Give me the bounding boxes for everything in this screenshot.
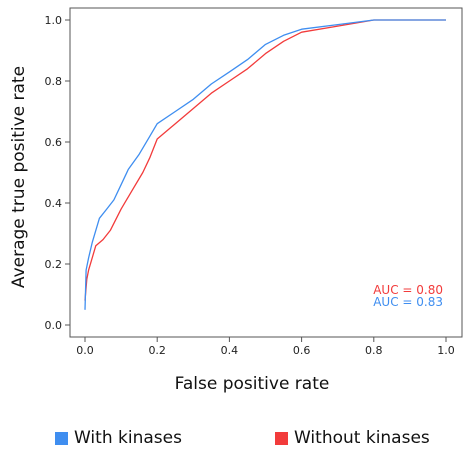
y-tick-label: 1.0 xyxy=(45,14,63,27)
y-tick-label: 0.2 xyxy=(45,258,63,271)
x-tick-label: 0.8 xyxy=(365,344,383,357)
x-tick-label: 1.0 xyxy=(437,344,455,357)
legend-label-without-kinases: Without kinases xyxy=(294,428,430,448)
legend-item-without-kinases: Without kinases xyxy=(275,428,430,448)
legend-swatch-without-kinases xyxy=(275,431,288,445)
y-tick-label: 0.6 xyxy=(45,136,63,149)
legend: With kinases Without kinases xyxy=(0,428,474,450)
auc-label-with-kinases: AUC = 0.83 xyxy=(373,295,443,309)
x-tick-label: 0.4 xyxy=(221,344,239,357)
x-axis-label: False positive rate xyxy=(175,374,330,394)
roc-chart: 0.0 0.2 0.4 0.6 0.8 1.0 0.0 0.2 0.4 0.6 0.8 1.0 Fal… xyxy=(9,7,463,394)
x-tick-label: 0.0 xyxy=(76,344,94,357)
roc-line-without-kinases xyxy=(84,19,446,301)
y-axis-label: Average true positive rate xyxy=(9,66,29,288)
legend-item-with-kinases: With kinases xyxy=(55,428,182,448)
x-tick-label: 0.6 xyxy=(293,344,311,357)
auc-label-without-kinases: AUC = 0.80 xyxy=(373,283,443,297)
legend-label-with-kinases: With kinases xyxy=(74,428,182,448)
y-tick-label: 0.4 xyxy=(45,197,63,210)
legend-swatch-with-kinases xyxy=(55,431,68,445)
y-tick-label: 0.0 xyxy=(45,319,63,332)
roc-line-with-kinases xyxy=(84,19,446,310)
x-tick-label: 0.2 xyxy=(148,344,166,357)
plot-frame xyxy=(69,7,463,338)
y-tick-label: 0.8 xyxy=(45,75,63,88)
